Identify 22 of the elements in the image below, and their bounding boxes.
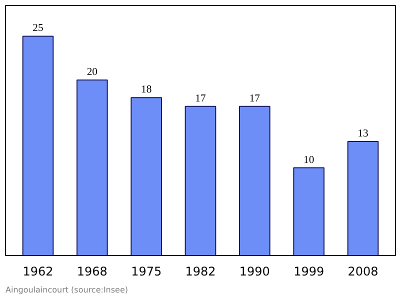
bar (76, 80, 108, 256)
x-tick-label: 1968 (76, 264, 108, 278)
x-tick-label: 1999 (294, 264, 324, 278)
data-label: 13 (358, 128, 368, 140)
text: Aingoulaincourt (source:Insee) (6, 286, 128, 294)
bar (239, 106, 270, 256)
data-label: 17 (249, 93, 261, 104)
x-tick-label: 1975 (131, 264, 162, 278)
bar (22, 36, 54, 256)
bar (293, 167, 324, 256)
data-label: 18 (141, 84, 152, 96)
x-tick-label: 2008 (348, 264, 378, 278)
data-label: 25 (32, 23, 44, 34)
bar (130, 97, 162, 256)
bar (347, 140, 379, 256)
data-label: 17 (195, 93, 206, 104)
data-label: 20 (86, 67, 98, 78)
x-tick-label: 1962 (22, 264, 54, 278)
x-tick-label: 1982 (185, 264, 216, 278)
bar (184, 106, 216, 256)
data-label: 10 (304, 154, 314, 166)
x-tick-label: 1990 (239, 264, 270, 278)
